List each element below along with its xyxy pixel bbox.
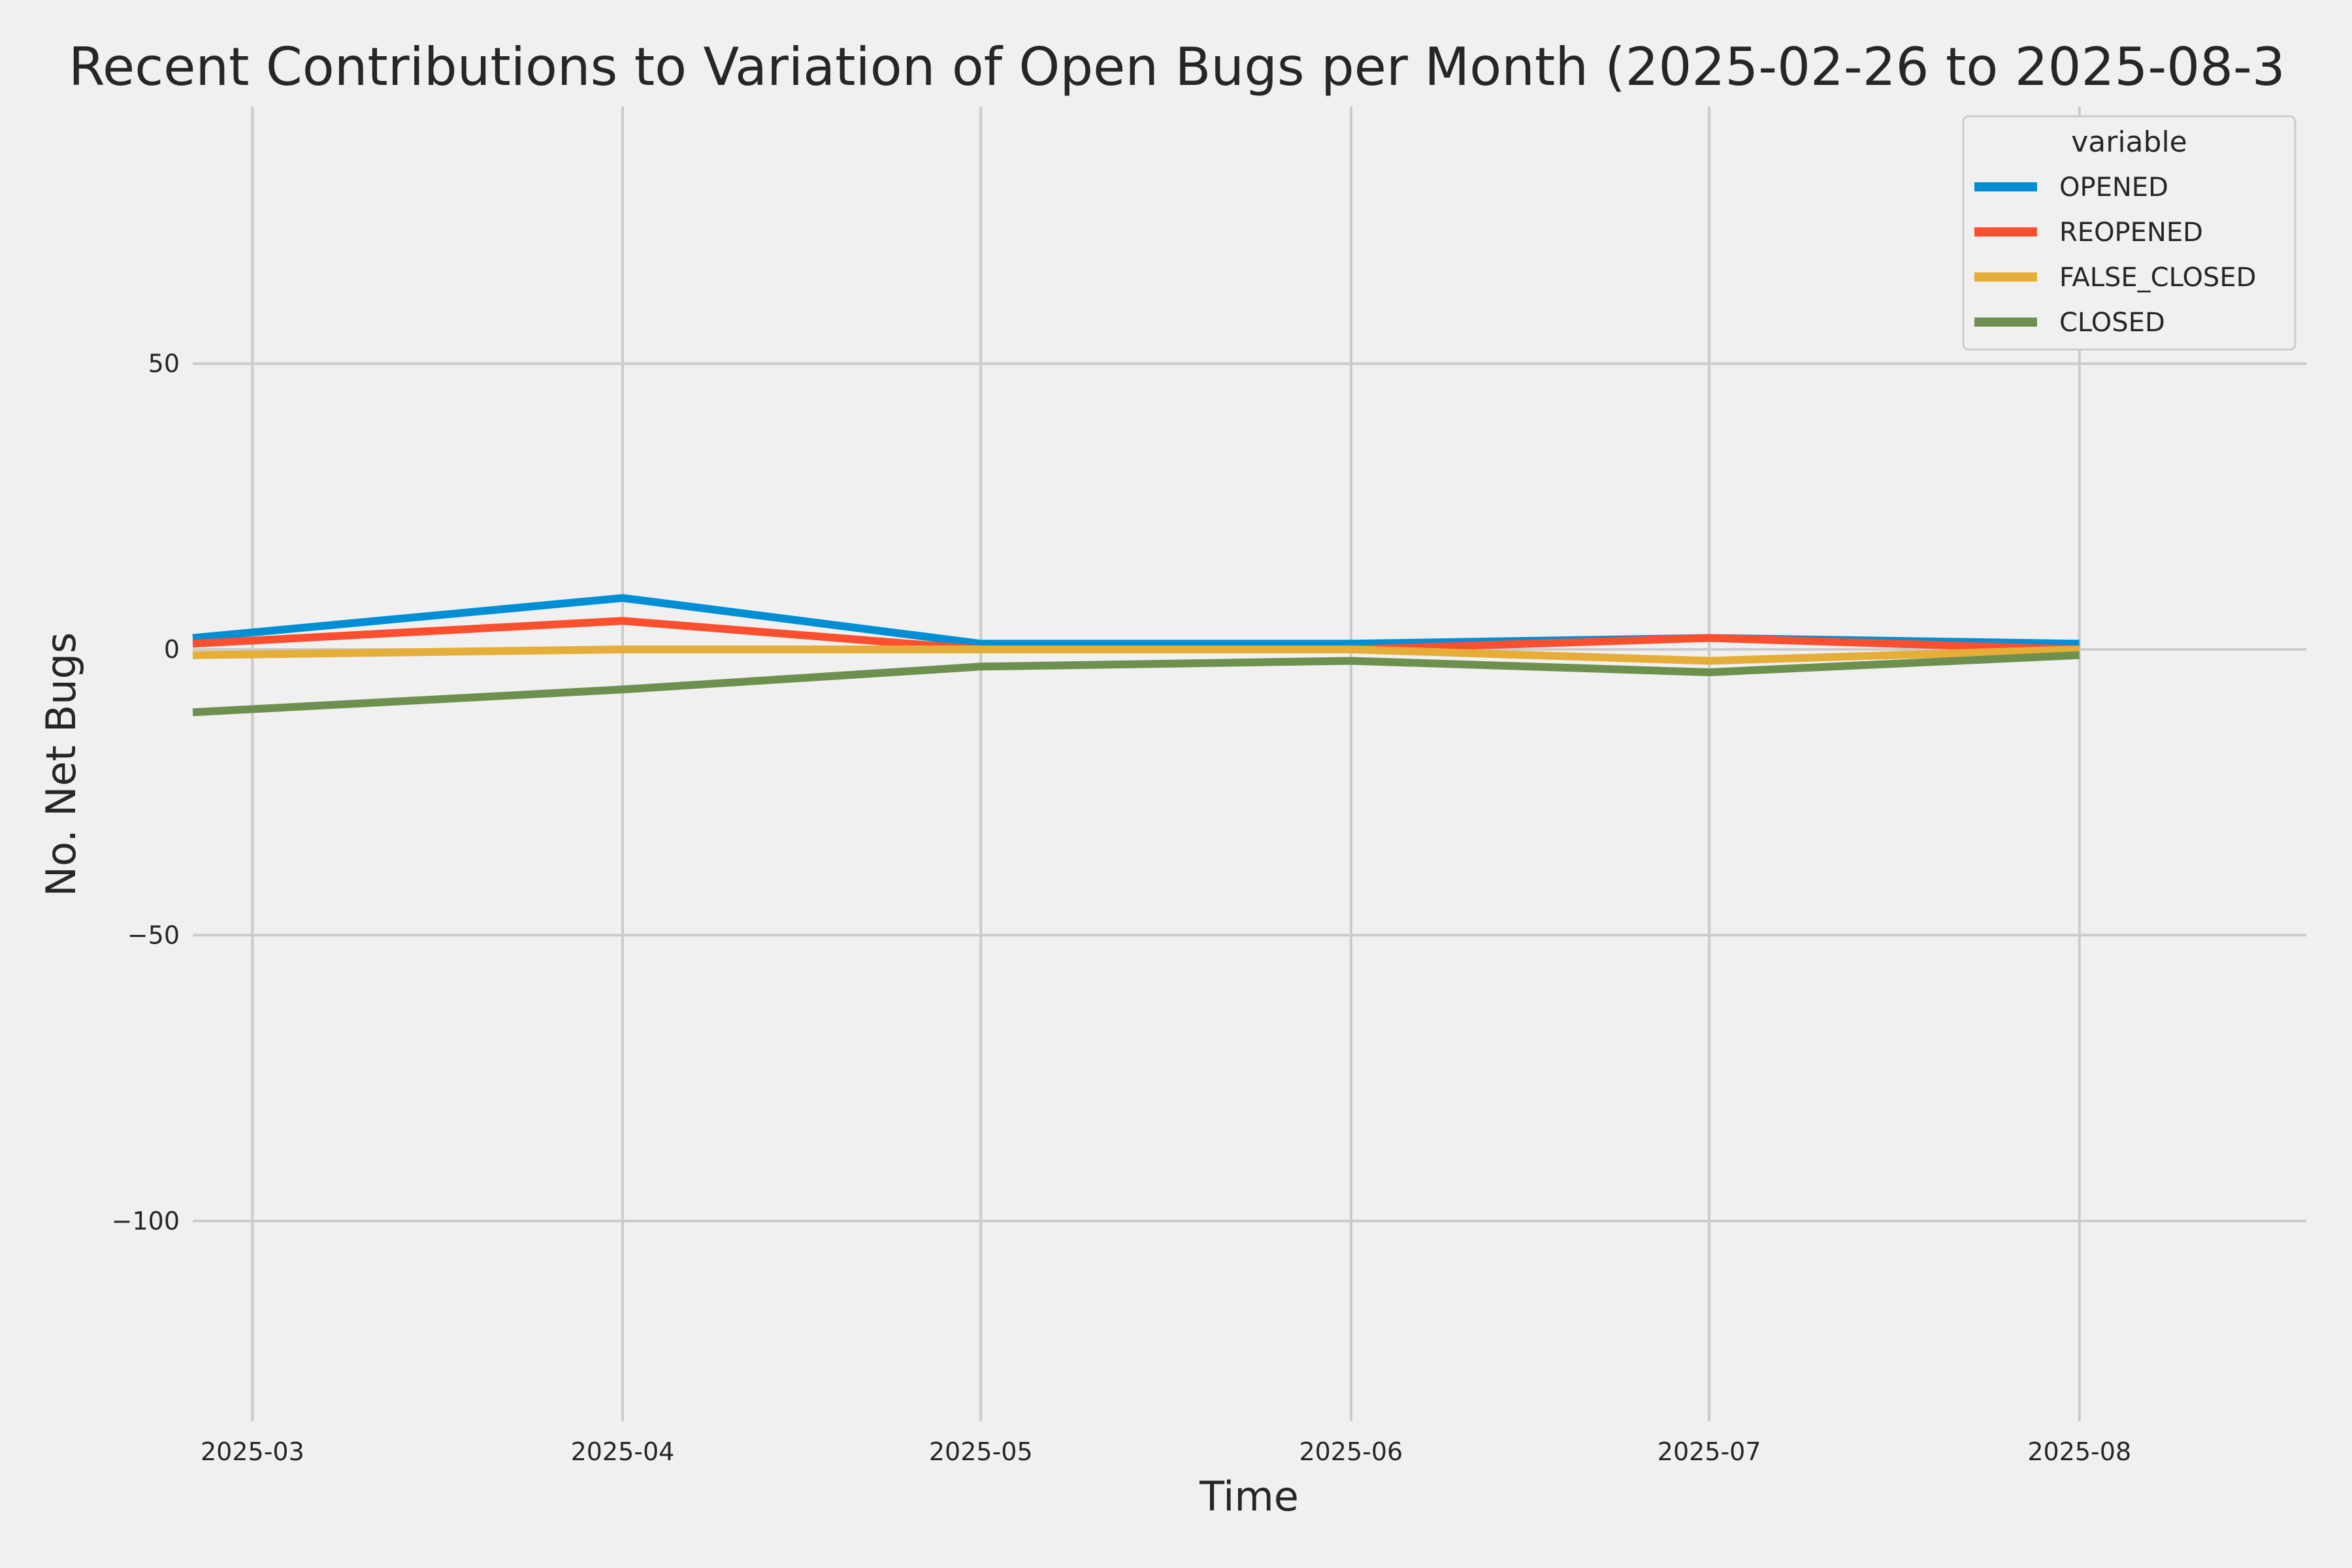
x-tick-label: 2025-05 xyxy=(929,1437,1033,1466)
x-tick-label: 2025-06 xyxy=(1299,1437,1403,1466)
series-line-closed xyxy=(192,651,2080,717)
y-tick-label: −50 xyxy=(127,921,180,949)
y-axis-label: No. Net Bugs xyxy=(37,632,85,897)
legend-label: FALSE_CLOSED xyxy=(2059,263,2256,293)
chart-title: Recent Contributions to Variation of Ope… xyxy=(69,37,2285,97)
x-axis-label: Time xyxy=(1199,1473,1299,1520)
y-tick-label: 50 xyxy=(148,350,180,378)
x-tick-label: 2025-03 xyxy=(201,1437,304,1466)
x-tick-labels: 2025-03 2025-04 2025-05 2025-06 2025-07 2025-… xyxy=(201,1437,2131,1466)
series-lines xyxy=(192,594,2080,717)
x-tick-label: 2025-08 xyxy=(2027,1437,2131,1466)
y-tick-label: −100 xyxy=(112,1207,180,1235)
x-tick-label: 2025-04 xyxy=(571,1437,675,1466)
legend-label: CLOSED xyxy=(2059,308,2165,338)
legend-items: OPENED REOPENED FALSE_CLOSED CLOSED xyxy=(1974,172,2256,338)
legend-title: variable xyxy=(2071,125,2187,159)
series-line-false-closed xyxy=(192,645,2080,665)
legend: variable OPENED REOPENED FALSE_CLOSED CLOSE… xyxy=(1962,115,2296,351)
legend-box xyxy=(1962,115,2296,351)
legend-label: REOPENED xyxy=(2059,218,2203,248)
y-tick-labels: 50 0 −50 −100 xyxy=(112,350,180,1235)
x-tick-label: 2025-07 xyxy=(1658,1437,1761,1466)
y-tick-label: 0 xyxy=(164,635,180,664)
legend-label: OPENED xyxy=(2059,172,2168,203)
